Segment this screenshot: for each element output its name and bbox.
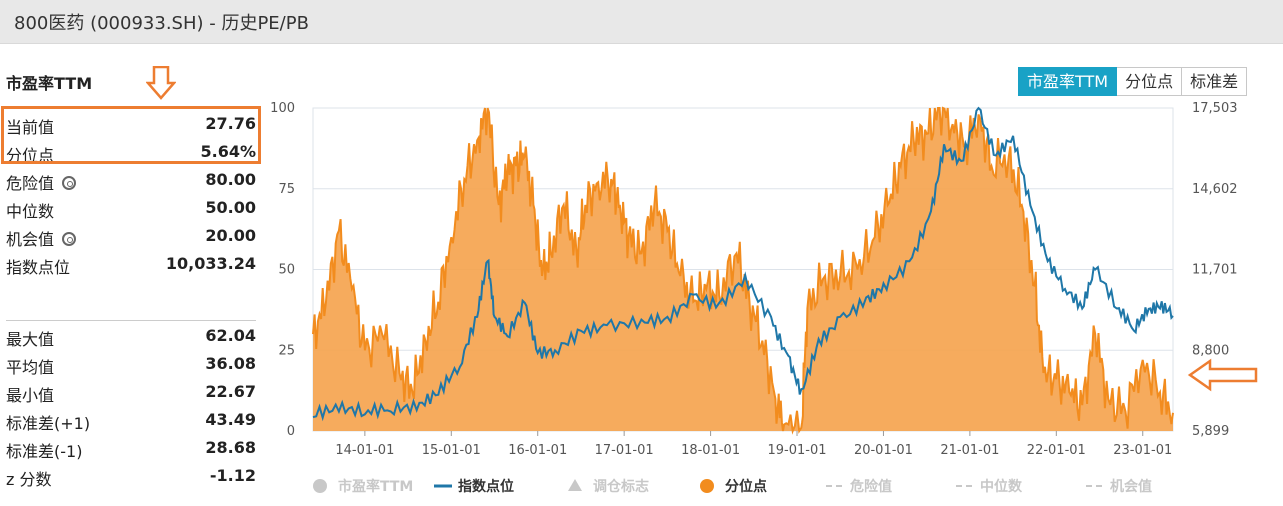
legend-item: 危险值	[826, 478, 892, 495]
right-axis-tick-label: 11,701	[1192, 263, 1238, 278]
stat-min: 最小值 22.67	[6, 380, 256, 406]
stat-value: 80.00	[205, 170, 256, 189]
stat-danger-value: 危险值 80.00	[6, 168, 256, 194]
section-title: 市盈率TTM	[6, 74, 93, 93]
left-axis-tick-label: 50	[278, 263, 295, 278]
stat-value: 62.04	[205, 326, 256, 345]
stat-label: 分位点	[6, 146, 55, 165]
x-axis-tick-label: 23-01-01	[1113, 443, 1172, 458]
x-axis-tick-label: 19-01-01	[768, 443, 827, 458]
legend-label: 危险值	[849, 478, 892, 495]
x-axis-tick-label: 20-01-01	[854, 443, 913, 458]
legend-label: 机会值	[1110, 478, 1152, 495]
std-dev-button[interactable]: 标准差	[1182, 67, 1248, 96]
stat-value: 10,033.24	[165, 254, 256, 273]
stat-value: 50.00	[205, 198, 256, 217]
left-axis-tick-label: 75	[278, 182, 295, 197]
stat-std-minus: 标准差(-1) 28.68	[6, 436, 256, 462]
gear-icon[interactable]	[62, 176, 77, 190]
legend-item: 分位点	[700, 478, 767, 495]
x-axis-tick-label: 21-01-01	[940, 443, 999, 458]
legend-item: 中位数	[956, 478, 1023, 495]
legend-label: 市盈率TTM	[338, 478, 413, 495]
stat-label: 标准差(+1)	[6, 414, 91, 433]
annotation-layer	[1187, 358, 1258, 392]
legend-label: 调仓标志	[593, 478, 649, 495]
left-arrow-annotation-icon	[1187, 358, 1258, 392]
stat-label: 危险值	[6, 174, 55, 193]
right-axis-tick-label: 5,899	[1192, 424, 1229, 439]
stat-value: 43.49	[205, 410, 256, 429]
stat-max: 最大值 62.04	[6, 324, 256, 350]
stat-z-score: z 分数 -1.12	[6, 464, 256, 490]
stat-label: 最小值	[6, 386, 55, 405]
stat-value: -1.12	[209, 466, 256, 485]
stat-label: 平均值	[6, 358, 55, 377]
stat-label: 机会值	[6, 230, 55, 249]
x-axis-tick-label: 16-01-01	[508, 443, 567, 458]
x-axis-tick-label: 22-01-01	[1027, 443, 1086, 458]
stat-label: 中位数	[6, 202, 55, 221]
left-axis-tick-label: 100	[270, 101, 295, 116]
percentile-area	[313, 108, 1173, 431]
stat-value: 20.00	[205, 226, 256, 245]
x-axis-tick-label: 18-01-01	[681, 443, 740, 458]
stat-value: 27.76	[205, 114, 256, 133]
index-line	[312, 106, 1174, 422]
stat-label-wrap: 危险值	[6, 170, 77, 194]
stat-label: z 分数	[6, 470, 52, 489]
pe-chart: 0 25 50 75 100 5,899 8,800 11,701 14,602 17,503 14…	[270, 101, 1258, 495]
percentile-line	[312, 106, 1174, 435]
legend-label: 指数点位	[458, 478, 514, 495]
legend-item: 市盈率TTM	[313, 478, 413, 495]
stat-value: 5.64%	[200, 142, 256, 161]
pe-ttm-button[interactable]: 市盈率TTM	[1018, 67, 1118, 96]
right-axis-tick-label: 14,602	[1192, 182, 1238, 197]
divider	[6, 320, 256, 321]
stat-opportunity-value: 机会值 20.00	[6, 224, 256, 250]
view-toggle: 市盈率TTM 分位点 标准差	[1018, 67, 1248, 96]
stat-percentile: 分位点 5.64%	[6, 140, 256, 166]
stat-label: 当前值	[6, 118, 55, 137]
stat-label: 标准差(-1)	[6, 442, 83, 461]
legend-circle-icon	[700, 479, 714, 493]
stat-index-level: 指数点位 10,033.24	[6, 252, 256, 278]
legend-triangle-icon	[568, 479, 582, 491]
window-title: 800医药 (000933.SH) - 历史PE/PB	[14, 13, 309, 34]
stat-label: 最大值	[6, 330, 55, 349]
gear-icon[interactable]	[62, 232, 77, 246]
legend-circle-icon	[313, 479, 327, 493]
legend-label: 分位点	[725, 478, 767, 495]
stat-value: 22.67	[205, 382, 256, 401]
legend-item: 调仓标志	[568, 478, 649, 495]
legend: 市盈率TTM 指数点位 调仓标志 分位点 危险值 中位数 机会值	[313, 478, 1152, 495]
left-axis-tick-label: 25	[278, 343, 295, 358]
stats-panel: 市盈率TTM 当前值 27.76 分位点 5.64% 危险值 80.00 中位数…	[0, 44, 262, 506]
right-axis-tick-label: 17,503	[1192, 101, 1238, 116]
stat-label: 指数点位	[6, 258, 71, 277]
index-line-layer	[312, 106, 1174, 422]
percentile-area-layer	[312, 106, 1174, 435]
stat-mean: 平均值 36.08	[6, 352, 256, 378]
legend-item: 机会值	[1086, 478, 1152, 495]
stat-label-wrap: 机会值	[6, 226, 77, 250]
legend-label: 中位数	[980, 478, 1023, 495]
title-bar: 800医药 (000933.SH) - 历史PE/PB	[0, 0, 1283, 44]
left-axis-tick-label: 0	[287, 424, 295, 439]
down-arrow-annotation-icon	[146, 66, 176, 100]
stat-value: 28.68	[205, 438, 256, 457]
x-axis-tick-label: 15-01-01	[422, 443, 481, 458]
stat-current-value: 当前值 27.76	[6, 112, 256, 138]
stat-std-plus: 标准差(+1) 43.49	[6, 408, 256, 434]
x-axis-tick-label: 17-01-01	[595, 443, 654, 458]
x-axis-tick-label: 14-01-01	[335, 443, 394, 458]
right-axis-tick-label: 8,800	[1192, 343, 1229, 358]
axis-layer: 0 25 50 75 100 5,899 8,800 11,701 14,602 17,503 14…	[270, 101, 1237, 458]
stat-value: 36.08	[205, 354, 256, 373]
stat-median: 中位数 50.00	[6, 196, 256, 222]
percentile-button[interactable]: 分位点	[1117, 67, 1183, 96]
legend-item: 指数点位	[434, 478, 514, 495]
